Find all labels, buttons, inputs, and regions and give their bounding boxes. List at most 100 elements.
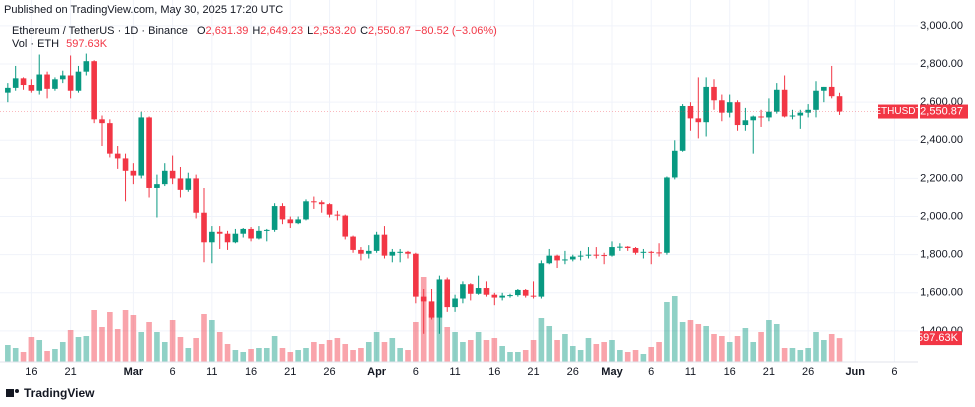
- volume-bar: [67, 330, 74, 362]
- candle-body: [358, 249, 364, 254]
- volume-bar: [538, 318, 545, 362]
- volume-bar: [554, 340, 560, 362]
- volume-bar: [107, 312, 113, 362]
- volume-bar: [515, 352, 521, 362]
- candle-body: [648, 251, 655, 253]
- volume-bar: [75, 337, 82, 362]
- ohlc-value: 2,550.87: [368, 25, 411, 37]
- candle-body: [507, 295, 513, 297]
- volume-bar: [154, 332, 160, 362]
- volume-bar: [303, 348, 309, 362]
- candle-body: [569, 256, 576, 260]
- candle-body: [44, 74, 50, 89]
- symbol-tag: [878, 104, 918, 119]
- volume-bar: [703, 326, 709, 362]
- candle-body: [287, 219, 294, 224]
- candle-body: [216, 231, 223, 234]
- x-tick-label: 26: [323, 366, 335, 378]
- candle-body: [295, 219, 301, 224]
- volume-bar: [28, 337, 35, 362]
- y-tick-label: 3,000.00: [920, 20, 963, 32]
- volume-bar: [130, 315, 137, 362]
- volume-bar: [59, 342, 66, 362]
- volume-bar: [311, 342, 317, 362]
- volume-bar: [295, 350, 301, 362]
- volume-bar: [20, 352, 27, 362]
- candle-body: [640, 251, 647, 253]
- candle-body: [797, 112, 804, 116]
- volume-bar: [122, 310, 129, 362]
- volume-bar: [828, 334, 835, 362]
- x-tick-label: 11: [206, 366, 217, 378]
- volume-bar: [256, 348, 262, 362]
- candle-body: [209, 231, 215, 243]
- volume-bar: [617, 350, 623, 362]
- volume-bar: [413, 322, 419, 362]
- volume-bar: [5, 345, 11, 362]
- volume-bar: [342, 344, 349, 362]
- footer: TradingView: [24, 386, 95, 400]
- candle-body: [734, 102, 741, 126]
- x-tick-label: May: [601, 366, 623, 378]
- candle-body: [342, 215, 349, 237]
- candle-body: [609, 247, 615, 256]
- ohlc-value: 2,631.39: [206, 25, 249, 37]
- candle-body: [232, 233, 239, 243]
- volume-bar: [467, 340, 474, 362]
- volume-bar: [671, 296, 678, 362]
- candle-body: [789, 115, 796, 117]
- volume-bar: [577, 350, 584, 362]
- candle-body: [5, 87, 11, 93]
- candle-body: [405, 251, 411, 254]
- candle-body: [311, 201, 317, 203]
- y-tick-label: 2,200.00: [920, 172, 963, 184]
- candle-body: [114, 153, 121, 159]
- volume-tag: [920, 331, 962, 346]
- x-tick-label: 16: [488, 366, 500, 378]
- volume-bar: [664, 302, 670, 362]
- volume-bar: [99, 327, 105, 362]
- candle-body: [240, 228, 247, 234]
- candle-body: [538, 263, 545, 297]
- volume-bar: [836, 338, 843, 362]
- candle-body: [711, 86, 717, 101]
- volume-bar: [358, 348, 364, 362]
- footer-logo: TradingView: [6, 386, 95, 400]
- candle-body: [836, 96, 843, 112]
- volume-bar: [91, 310, 97, 362]
- x-tick-label: 21: [763, 366, 775, 378]
- candle-body: [256, 230, 262, 239]
- candle-body: [201, 212, 207, 243]
- x-tick-label: 26: [802, 366, 814, 378]
- candle-body: [758, 116, 764, 118]
- volume-bar: [169, 320, 176, 362]
- volume-bar: [491, 338, 498, 362]
- candle-body: [83, 61, 90, 72]
- candle-body: [389, 251, 396, 256]
- volume-bar: [648, 347, 655, 362]
- candle-body: [36, 74, 43, 91]
- volume-bar: [52, 349, 58, 362]
- volume-bar: [711, 334, 717, 362]
- candle-body: [177, 178, 184, 190]
- x-tick-label: 6: [413, 366, 419, 378]
- volume-bar: [813, 332, 819, 362]
- volume-bar: [726, 342, 733, 362]
- volume-bar: [350, 350, 356, 362]
- volume-bar: [656, 342, 662, 362]
- candle-body: [530, 295, 537, 297]
- candle-body: [742, 120, 749, 126]
- candle-body: [695, 118, 702, 123]
- candle-body: [452, 298, 458, 308]
- volume-bar: [365, 342, 372, 362]
- ohlc-key: L: [307, 25, 313, 37]
- ohlc-value: 2,533.20: [313, 25, 356, 37]
- x-tick-label: 6: [648, 366, 654, 378]
- volume-bar: [546, 326, 553, 362]
- volume-bar: [146, 322, 152, 362]
- volume-bar: [318, 344, 325, 362]
- x-tick-label: 26: [567, 366, 579, 378]
- x-tick-label: 11: [685, 366, 696, 378]
- candle-layer: [5, 53, 843, 334]
